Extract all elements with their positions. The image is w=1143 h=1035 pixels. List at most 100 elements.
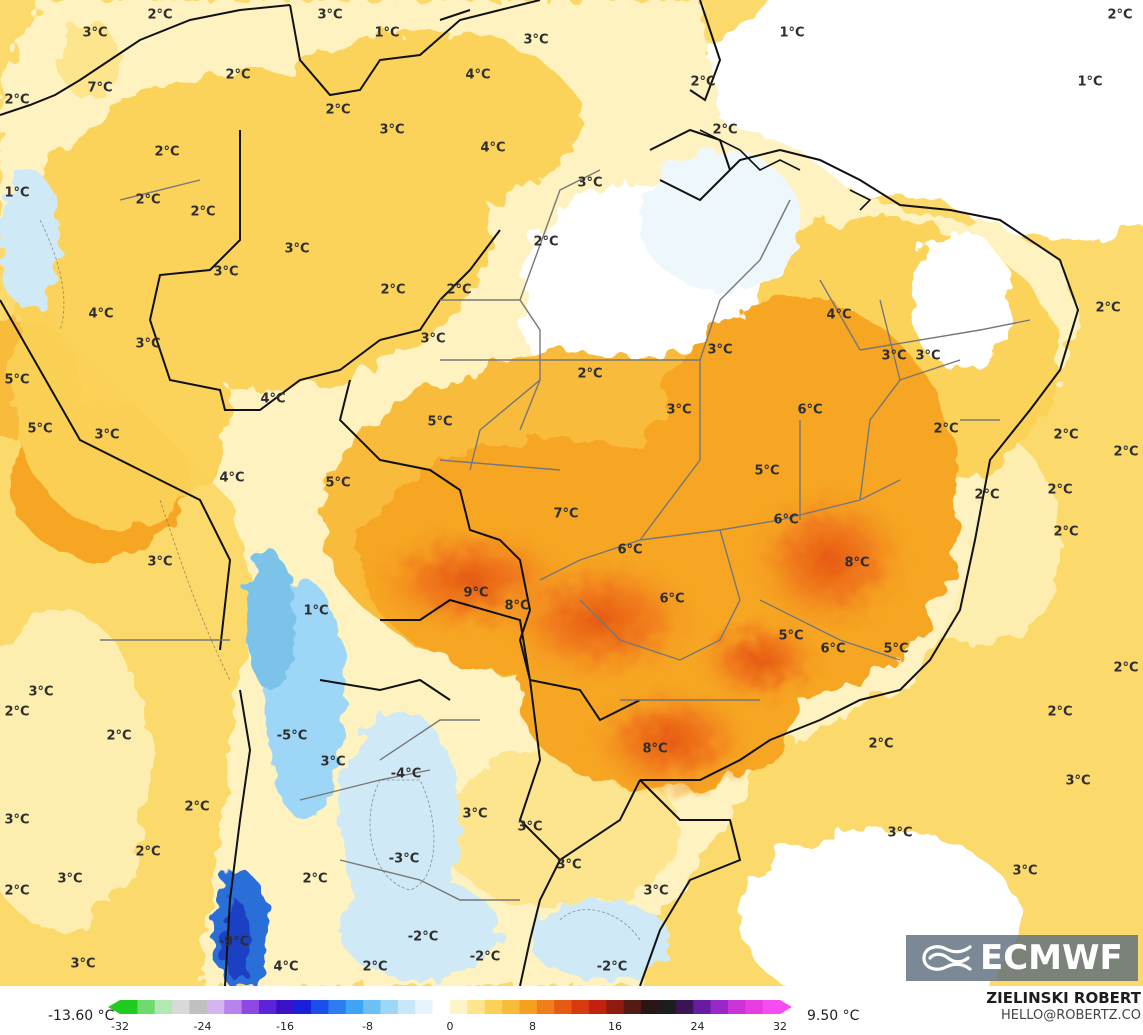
coastline-detail: [699, 129, 872, 211]
map-label: 2°C: [325, 102, 351, 118]
map-label: 5°C: [325, 475, 351, 491]
contour-lines: [39, 219, 641, 941]
ecmwf-logo: ECMWF: [906, 935, 1138, 981]
map-label: 1°C: [374, 25, 400, 41]
map-label: 2°C: [4, 704, 30, 720]
legend-swatch: [467, 1000, 486, 1014]
map-label: 2°C: [1095, 300, 1121, 316]
map-label: 7°C: [87, 80, 113, 96]
legend-swatch: [276, 1000, 295, 1014]
map-label: 3°C: [4, 812, 30, 828]
map-label: 3°C: [1012, 863, 1038, 879]
map-label: 3°C: [577, 175, 603, 191]
map-label: 2°C: [106, 728, 132, 744]
map-label: 2°C: [1053, 524, 1079, 540]
legend-swatch: [658, 1000, 677, 1014]
map-label: 5°C: [427, 414, 453, 430]
legend-swatch: [189, 1000, 208, 1014]
map-label: 5°C: [778, 628, 804, 644]
legend-swatch: [345, 1000, 364, 1014]
map-label: -4°C: [390, 766, 422, 782]
legend-swatch: [710, 1000, 729, 1014]
map-label: 4°C: [480, 140, 506, 156]
map-label: 2°C: [1047, 482, 1073, 498]
map-label: 3°C: [57, 871, 83, 887]
map-label: 2°C: [1047, 704, 1073, 720]
map-label: 3°C: [94, 427, 120, 443]
map-label: 2°C: [135, 192, 161, 208]
legend-swatch: [363, 1000, 382, 1014]
legend-swatch: [258, 1000, 277, 1014]
legend-swatch: [311, 1000, 329, 1014]
map-label: 2°C: [380, 282, 406, 298]
legend-swatch: [450, 1000, 468, 1014]
map-label: 2°C: [446, 282, 472, 298]
map-label: 3°C: [320, 754, 346, 770]
map-label: 4°C: [273, 959, 299, 975]
map-label: 3°C: [881, 348, 907, 364]
map-label: 7°C: [553, 506, 579, 522]
map-label: 2°C: [184, 799, 210, 815]
map-label: 2°C: [154, 144, 180, 160]
map-label: 3°C: [379, 122, 405, 138]
legend-swatch: [745, 1000, 764, 1014]
map-label: 3°C: [887, 825, 913, 841]
map-label: 5°C: [4, 372, 30, 388]
legend-swatch: [328, 1000, 347, 1014]
map-label: 2°C: [147, 7, 173, 23]
map-label: 2°C: [933, 421, 959, 437]
map-label: -2°C: [469, 949, 501, 965]
map-label: 2°C: [4, 883, 30, 899]
author-email: HELLO@ROBERTZ.CO: [1000, 1008, 1141, 1023]
map-label: 2°C: [577, 366, 603, 382]
legend-swatch: [727, 1000, 746, 1014]
map-label: 3°C: [666, 402, 692, 418]
temperature-anomaly-map: 2°C 3°C 1°C 3°C 1°C 3°C 4°C 7°C 2°C 2°C …: [0, 0, 1143, 986]
map-label: 3°C: [213, 264, 239, 280]
map-label: 3°C: [147, 554, 173, 570]
map-label: 3°C: [1065, 773, 1091, 789]
legend-swatch: [484, 1000, 503, 1014]
map-label: 3°C: [707, 342, 733, 358]
map-label: 2°C: [1113, 444, 1139, 460]
map-label: 5°C: [27, 421, 53, 437]
ecmwf-logo-text: ECMWF: [980, 938, 1123, 978]
map-label: 2°C: [868, 736, 894, 752]
legend-swatch: [571, 1000, 590, 1014]
legend-swatch: [397, 1000, 416, 1014]
legend-swatch: [241, 1000, 260, 1014]
map-label: 6°C: [617, 542, 643, 558]
state-borders: [100, 169, 1031, 901]
legend-tick-label: 32: [773, 1020, 787, 1033]
legend-swatch: [519, 1000, 538, 1014]
color-legend: -13.60 °C 9.50 °C -32 -24 -16 -8 0 8 16 24 32: [0, 986, 1143, 1035]
legend-tick-label: 0: [446, 1020, 454, 1033]
legend-swatch: [206, 1000, 225, 1014]
legend-swatch: [641, 1000, 659, 1014]
map-label: 4°C: [826, 307, 852, 323]
map-label: 3°C: [28, 684, 54, 700]
legend-swatch: [120, 1000, 138, 1014]
map-label: 4°C: [465, 67, 491, 83]
map-label: 8°C: [504, 598, 530, 614]
legend-swatch: [762, 1000, 781, 1014]
legend-left-arrow: [108, 1000, 120, 1014]
map-label: -9°C: [218, 934, 250, 950]
legend-min-label: -13.60 °C: [48, 1008, 115, 1024]
legend-swatch: [502, 1000, 520, 1014]
legend-swatch: [154, 1000, 173, 1014]
map-label: 2°C: [190, 204, 216, 220]
map-label: 6°C: [797, 402, 823, 418]
legend-swatch: [693, 1000, 712, 1014]
legend-swatch: [675, 1000, 694, 1014]
map-label: 2°C: [1113, 660, 1139, 676]
legend-swatch: [606, 1000, 625, 1014]
legend-tick-label: -24: [193, 1020, 212, 1033]
legend-swatch: [554, 1000, 573, 1014]
legend-swatch: [293, 1000, 312, 1014]
map-label: 8°C: [844, 555, 870, 571]
country-borders: [0, 0, 1080, 986]
legend-tick-label: -16: [276, 1020, 294, 1033]
map-label: 2°C: [533, 234, 559, 250]
map-label: -3°C: [388, 851, 420, 867]
